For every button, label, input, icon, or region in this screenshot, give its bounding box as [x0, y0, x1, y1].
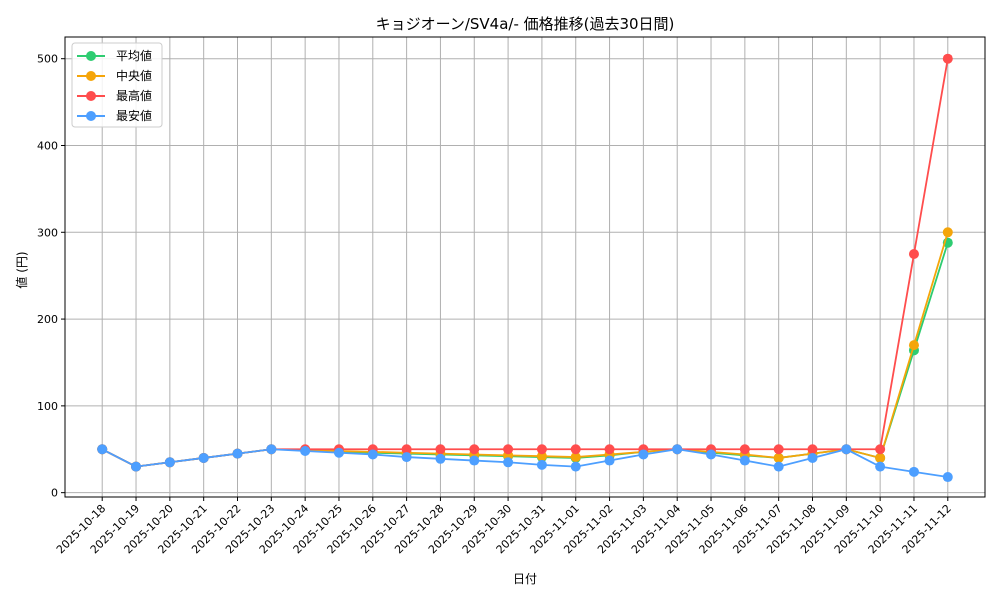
data-point — [773, 452, 784, 463]
y-tick-label: 100 — [37, 400, 58, 413]
data-point — [536, 459, 547, 470]
chart-title: キョジオーン/SV4a/- 価格推移(過去30日間) — [376, 15, 675, 33]
data-point — [536, 451, 547, 462]
data-point — [232, 448, 243, 459]
data-point — [570, 461, 581, 472]
legend-label: 最安値 — [116, 108, 152, 123]
data-point — [807, 452, 818, 463]
data-point — [570, 444, 581, 455]
y-tick-label: 400 — [37, 139, 58, 152]
data-point — [604, 455, 615, 466]
data-point — [638, 449, 649, 460]
legend-marker — [86, 111, 96, 121]
data-point — [131, 461, 142, 472]
legend-box — [71, 42, 163, 128]
y-tick-label: 0 — [51, 487, 58, 500]
plot-frame — [64, 36, 986, 498]
data-point — [706, 449, 717, 460]
data-point — [164, 457, 175, 468]
data-point — [503, 457, 514, 468]
legend-label: 最高値 — [116, 88, 152, 103]
y-tick-label: 200 — [37, 313, 58, 326]
data-point — [942, 53, 953, 64]
data-point — [435, 444, 446, 455]
data-point — [570, 452, 581, 463]
legend-label: 中央値 — [116, 68, 152, 83]
data-point — [942, 472, 953, 483]
data-point — [266, 444, 277, 455]
data-point — [908, 340, 919, 351]
data-point — [875, 444, 886, 455]
data-point — [401, 452, 412, 463]
data-point — [198, 452, 209, 463]
data-point — [536, 444, 547, 455]
y-axis-label: 値 (円) — [14, 251, 29, 288]
y-tick-label: 300 — [37, 226, 58, 239]
series-line-3 — [101, 448, 948, 478]
data-point — [97, 444, 108, 455]
data-point — [672, 444, 683, 455]
data-point — [908, 466, 919, 477]
data-point — [604, 444, 615, 455]
data-point — [908, 248, 919, 259]
y-tick-label: 500 — [37, 53, 58, 66]
data-point — [333, 447, 344, 458]
legend-label: 平均値 — [116, 48, 152, 63]
data-point — [841, 444, 852, 455]
data-point — [773, 444, 784, 455]
legend-marker — [86, 71, 96, 81]
legend-marker — [86, 91, 96, 101]
series-line-1 — [101, 232, 949, 468]
data-point — [773, 461, 784, 472]
data-point — [739, 455, 750, 466]
data-point — [875, 461, 886, 472]
data-point — [739, 444, 750, 455]
x-axis-label: 日付 — [513, 572, 537, 586]
data-point — [300, 446, 311, 456]
data-point — [401, 444, 412, 455]
data-point — [435, 453, 446, 464]
data-point — [469, 444, 480, 455]
series-line-0 — [101, 242, 949, 468]
data-point — [503, 444, 514, 455]
legend-marker — [86, 51, 96, 61]
data-point — [807, 444, 818, 455]
data-point — [942, 227, 953, 238]
data-point — [469, 455, 480, 466]
data-point — [875, 452, 886, 463]
data-point — [367, 449, 378, 460]
